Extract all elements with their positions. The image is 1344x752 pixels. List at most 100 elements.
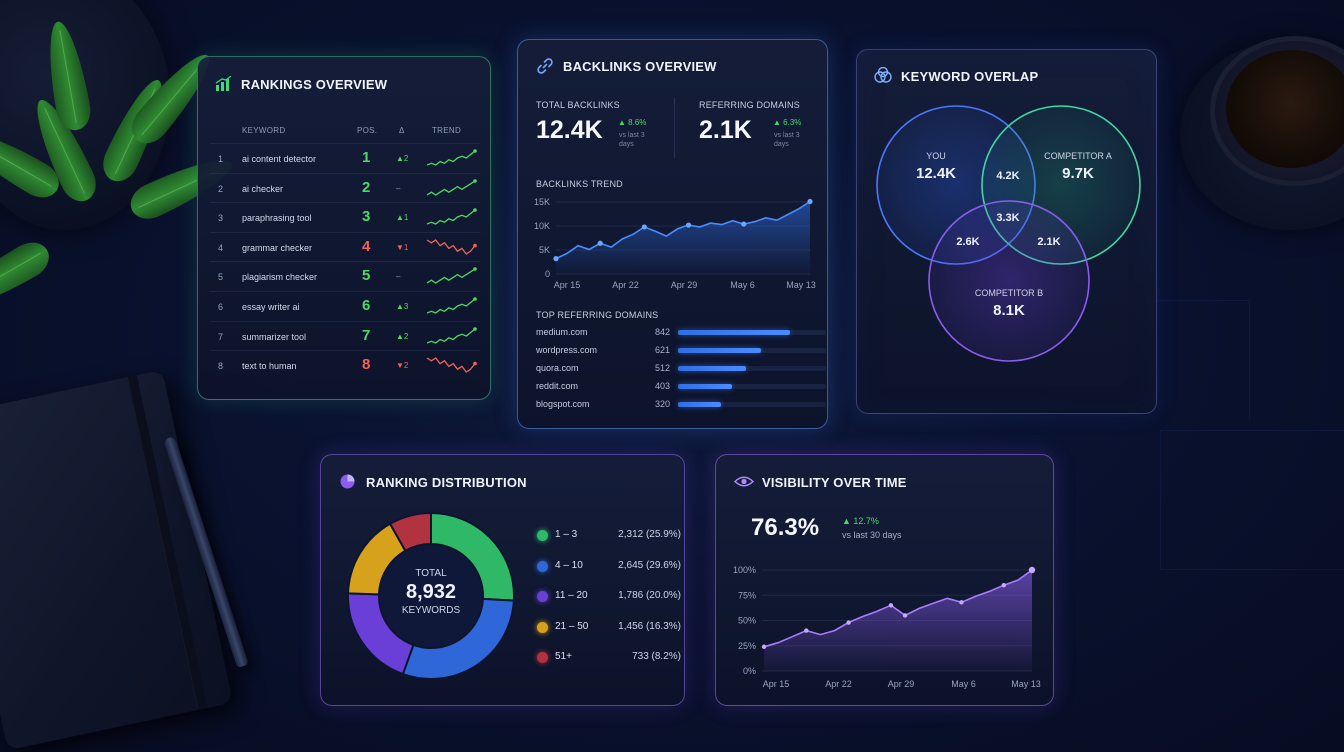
data-point <box>1001 582 1006 588</box>
referrer-value: 621 <box>654 345 670 355</box>
total-backlinks-delta: ▲ 8.6% <box>618 118 647 127</box>
referrer-bar <box>678 384 732 389</box>
referrer-name: blogspot.com <box>536 399 590 409</box>
legend-swatch <box>537 530 548 541</box>
y-tick-label: 0% <box>743 666 756 676</box>
distribution-title: RANKING DISTRIBUTION <box>366 475 527 490</box>
row-trend-sparkline <box>426 326 477 344</box>
referring-domains-value: 2.1K <box>699 116 752 144</box>
sparkline-end-dot <box>473 297 477 301</box>
legend-value: 1,786 (20.0%) <box>618 590 681 601</box>
sparkline-end-dot <box>473 326 477 331</box>
data-point <box>888 603 894 608</box>
data-point <box>553 256 559 262</box>
venn-you-b-value: 2.6K <box>956 236 980 248</box>
row-delta: – <box>396 183 401 193</box>
list-item[interactable]: reddit.com 403 <box>536 381 826 399</box>
backlinks-trend-label: BACKLINKS TREND <box>536 179 623 189</box>
plant-leaf <box>0 235 56 320</box>
top-referring-domains-label: TOP REFERRING DOMAINS <box>536 310 659 320</box>
x-tick-label: May 6 <box>730 280 755 290</box>
link-icon <box>537 58 553 74</box>
overlap-title: KEYWORD OVERLAP <box>901 69 1039 84</box>
venn-competitor-a-value: 9.7K <box>1062 165 1094 182</box>
sparkline-end-dot <box>473 361 477 366</box>
list-item[interactable]: medium.com 842 <box>536 327 826 345</box>
list-item[interactable]: quora.com 512 <box>536 363 826 381</box>
referrer-bar <box>678 366 747 371</box>
donut-slice <box>388 511 432 553</box>
kpi-divider <box>674 98 675 158</box>
row-trend-sparkline <box>426 238 477 255</box>
legend-label: 11 – 20 <box>555 590 588 601</box>
x-tick-label: May 6 <box>951 679 976 689</box>
x-tick-label: Apr 15 <box>763 679 790 689</box>
x-tick-label: Apr 22 <box>612 280 639 290</box>
x-tick-label: Apr 29 <box>888 679 915 689</box>
row-trend-sparkline <box>426 267 477 285</box>
table-row[interactable]: 8 text to human 8 ▼2 <box>210 350 480 379</box>
legend-label: 51+ <box>555 651 572 662</box>
y-tick-label: 0 <box>545 269 550 279</box>
data-point <box>1028 566 1036 574</box>
data-point <box>807 198 813 205</box>
venn-circle-competitor-b <box>928 200 1090 362</box>
row-delta: ▲3 <box>396 302 409 311</box>
legend-item: 51+ 733 (8.2%) <box>537 651 681 669</box>
y-tick-label: 25% <box>738 641 756 651</box>
referrer-name: quora.com <box>536 363 579 373</box>
y-tick-label: 75% <box>738 590 756 600</box>
row-keyword: text to human <box>242 361 297 372</box>
backlinks-title: BACKLINKS OVERVIEW <box>563 59 717 74</box>
row-index: 5 <box>218 272 224 283</box>
row-trend-sparkline <box>426 149 477 166</box>
legend-value: 2,312 (25.9%) <box>618 529 681 540</box>
table-row[interactable]: 4 grammar checker 4 ▼1 <box>210 231 480 261</box>
visibility-title: VISIBILITY OVER TIME <box>762 475 907 490</box>
backlinks-trend-chart: 0 5K 10K 15K Apr 15 Apr 22 Apr 29 May 6 May 13 <box>534 197 816 290</box>
table-row[interactable]: 3 paraphrasing tool 3 ▲1 <box>210 202 480 231</box>
sparkline-line <box>426 268 476 285</box>
referrer-name: wordpress.com <box>536 345 598 355</box>
legend-label: 1 – 3 <box>555 529 578 540</box>
column-delta: Δ <box>399 126 405 135</box>
referrer-bar-track <box>678 384 826 389</box>
list-item[interactable]: blogspot.com 320 <box>536 399 826 417</box>
referrer-bar-track <box>678 402 826 407</box>
table-row[interactable]: 6 essay writer ai 6 ▲3 <box>210 291 480 320</box>
x-tick-label: May 13 <box>1011 679 1041 689</box>
visibility-area <box>764 570 1032 671</box>
column-keyword: KEYWORD <box>242 126 286 135</box>
table-row[interactable]: 5 plagiarism checker 5 – <box>210 261 480 290</box>
sparkline-end-dot <box>473 267 477 272</box>
venn-you-group: YOU 12.4K <box>886 151 986 182</box>
row-index: 3 <box>218 213 224 224</box>
referrer-bar <box>678 330 790 335</box>
y-tick-label: 15K <box>534 197 550 207</box>
row-keyword: plagiarism checker <box>242 272 318 283</box>
visibility-value: 76.3% <box>751 514 820 541</box>
table-row[interactable]: 1 ai content detector 1 ▲2 <box>210 143 480 172</box>
sparkline-line <box>426 238 476 255</box>
x-tick-label: Apr 22 <box>825 679 852 689</box>
column-pos: POS. <box>357 126 378 135</box>
data-point <box>902 613 908 618</box>
keyword-overlap-card: KEYWORD OVERLAP YOU 12.4K COMPETITOR A 9… <box>856 49 1157 414</box>
x-tick-label: Apr 15 <box>554 280 581 290</box>
row-delta: – <box>396 272 401 282</box>
row-trend-sparkline <box>426 357 477 374</box>
legend-item: 1 – 3 2,312 (25.9%) <box>537 529 681 547</box>
data-point <box>804 628 809 633</box>
venn-competitor-b-group: COMPETITOR B 8.1K <box>957 288 1061 319</box>
row-delta: ▲2 <box>396 154 409 163</box>
row-index: 2 <box>218 183 224 194</box>
notebook-decor <box>0 369 233 751</box>
table-row[interactable]: 2 ai checker 2 – <box>210 172 480 202</box>
visibility-over-time-card: VISIBILITY OVER TIME 76.3% ▲ 12.7% vs la… <box>715 454 1054 706</box>
row-keyword: ai checker <box>242 183 284 194</box>
legend-item: 11 – 20 1,786 (20.0%) <box>537 590 681 608</box>
table-row[interactable]: 7 summarizer tool 7 ▲2 <box>210 320 480 350</box>
list-item[interactable]: wordpress.com 621 <box>536 345 826 363</box>
referring-domains-sub: vs last 3 days <box>774 132 800 148</box>
rankings-overview-card: RANKINGS OVERVIEW KEYWORD POS. Δ TREND 1… <box>197 56 491 400</box>
